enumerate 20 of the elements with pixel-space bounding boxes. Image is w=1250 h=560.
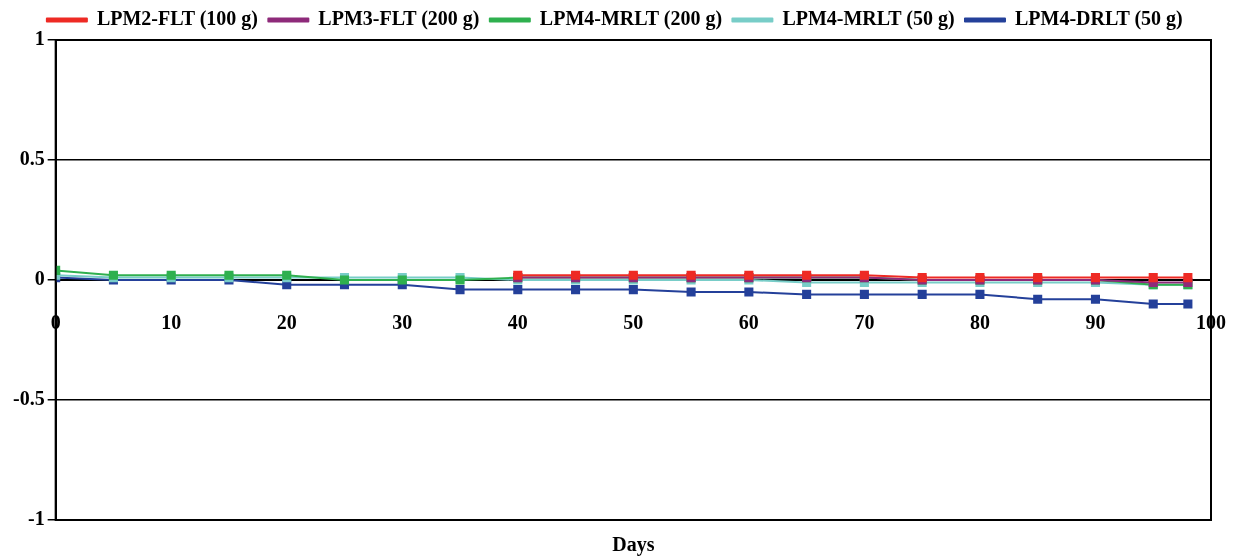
legend-label: LPM2-FLT (100 g) <box>96 7 258 31</box>
x-tick-label: 50 <box>623 311 644 334</box>
y-tick-label: 1 <box>34 27 45 50</box>
legend-label: LPM3-FLT (200 g) <box>318 7 480 31</box>
y-tick-label: 0.5 <box>19 147 45 170</box>
legend-label: LPM4-DRLT (50 g) <box>1014 7 1183 31</box>
x-tick-label: 10 <box>161 311 182 334</box>
legend-label: LPM4-MRLT (200 g) <box>539 7 723 31</box>
x-tick-label: 40 <box>507 311 528 334</box>
y-tick-label: -0.5 <box>12 387 45 410</box>
x-tick-label: 90 <box>1085 311 1106 334</box>
x-tick-label: 30 <box>392 311 413 334</box>
x-tick-label: 60 <box>738 311 759 334</box>
y-tick-label: -1 <box>27 507 45 530</box>
x-tick-label: 20 <box>276 311 297 334</box>
y-tick-label: 0 <box>34 267 45 290</box>
legend-label: LPM4-MRLT (50 g) <box>782 7 955 31</box>
x-tick-label: 80 <box>969 311 990 334</box>
x-tick-label: 70 <box>854 311 875 334</box>
x-axis-title: Days <box>612 533 655 557</box>
